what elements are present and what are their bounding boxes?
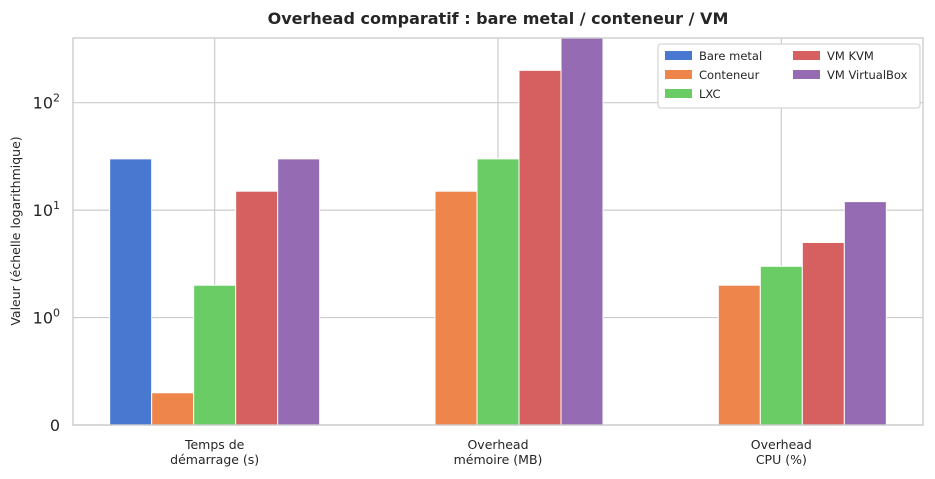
bar-vm-kvm — [518, 69, 562, 426]
y-tick-label: 101 — [33, 199, 60, 220]
legend: Bare metal Conteneur LXC VM KVM VM VirtualBo… — [657, 43, 921, 109]
bar-vm-virtualbox — [843, 201, 887, 426]
legend-swatch — [665, 70, 692, 79]
bar-conteneur — [434, 190, 478, 426]
y-tick-label: 100 — [33, 307, 60, 328]
bar-lxc — [193, 284, 237, 426]
x-tick-label: Overhead CPU (%) — [751, 437, 812, 467]
legend-box — [657, 43, 921, 109]
bar-vm-kvm — [235, 190, 279, 426]
legend-label: VM KVM — [827, 49, 874, 63]
bar-vm-kvm — [801, 241, 845, 426]
x-tick-label: Overhead mémoire (MB) — [454, 437, 543, 467]
legend-label: Conteneur — [699, 68, 760, 82]
bar-lxc — [476, 158, 520, 426]
bar-conteneur — [717, 284, 761, 426]
chart-title: Overhead comparatif : bare metal / conte… — [268, 9, 729, 28]
plot-frame — [72, 37, 924, 426]
bars-layer — [109, 37, 887, 426]
bar-vm-virtualbox — [560, 37, 604, 426]
bar-vm-virtualbox — [277, 158, 321, 426]
legend-label: VM VirtualBox — [827, 68, 908, 82]
y-axis-label: Valeur (échelle logarithmique) — [8, 136, 23, 325]
x-tick-label: Temps de démarrage (s) — [170, 437, 259, 467]
legend-swatch — [793, 51, 820, 60]
bar-lxc — [759, 265, 803, 426]
legend-swatch — [793, 70, 820, 79]
bar-bare-metal — [109, 158, 153, 426]
bar-conteneur — [151, 392, 195, 426]
legend-swatch — [665, 51, 692, 60]
x-ticks: Temps de démarrage (s) Overhead mémoire (MB… — [170, 437, 812, 467]
legend-label: LXC — [699, 87, 720, 101]
legend-label: Bare metal — [699, 49, 762, 63]
y-ticks: 0 100 101 102 — [33, 92, 60, 435]
legend-swatch — [665, 89, 692, 98]
y-tick-label: 0 — [50, 416, 60, 435]
y-tick-label: 102 — [33, 92, 60, 113]
